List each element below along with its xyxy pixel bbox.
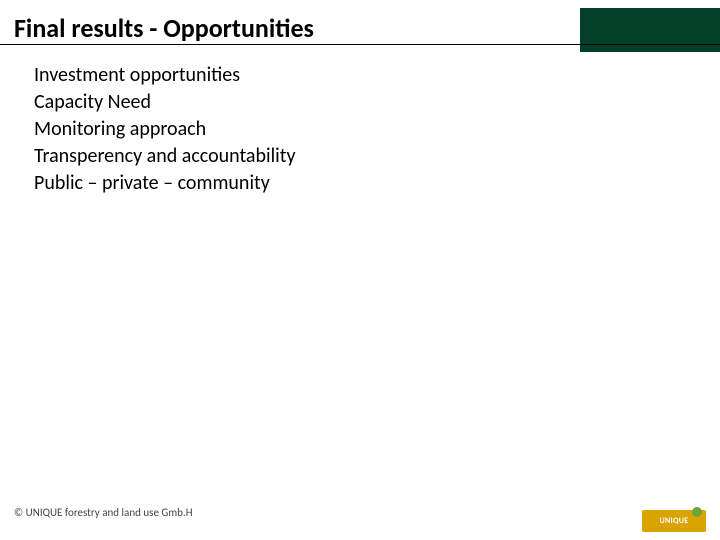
list-item: Capacity Need [34,89,690,116]
body-content: Investment opportunities Capacity Need M… [34,62,690,197]
title-underline [0,44,720,45]
logo-leaf-icon [692,507,702,517]
list-item: Transperency and accountability [34,143,690,170]
logo-text: UNIQUE [659,516,688,526]
list-item: Monitoring approach [34,116,690,143]
copyright-text: © UNIQUE forestry and land use Gmb.H [14,506,706,519]
title-bar: Final results - Opportunities [0,8,720,52]
slide-title: Final results - Opportunities [14,12,314,44]
slide: Final results - Opportunities Investment… [0,0,720,540]
footer: © UNIQUE forestry and land use Gmb.H [14,506,706,530]
list-item: Public – private – community [34,170,690,197]
logo: UNIQUE [642,510,706,532]
list-item: Investment opportunities [34,62,690,89]
header-accent-block [580,8,720,52]
